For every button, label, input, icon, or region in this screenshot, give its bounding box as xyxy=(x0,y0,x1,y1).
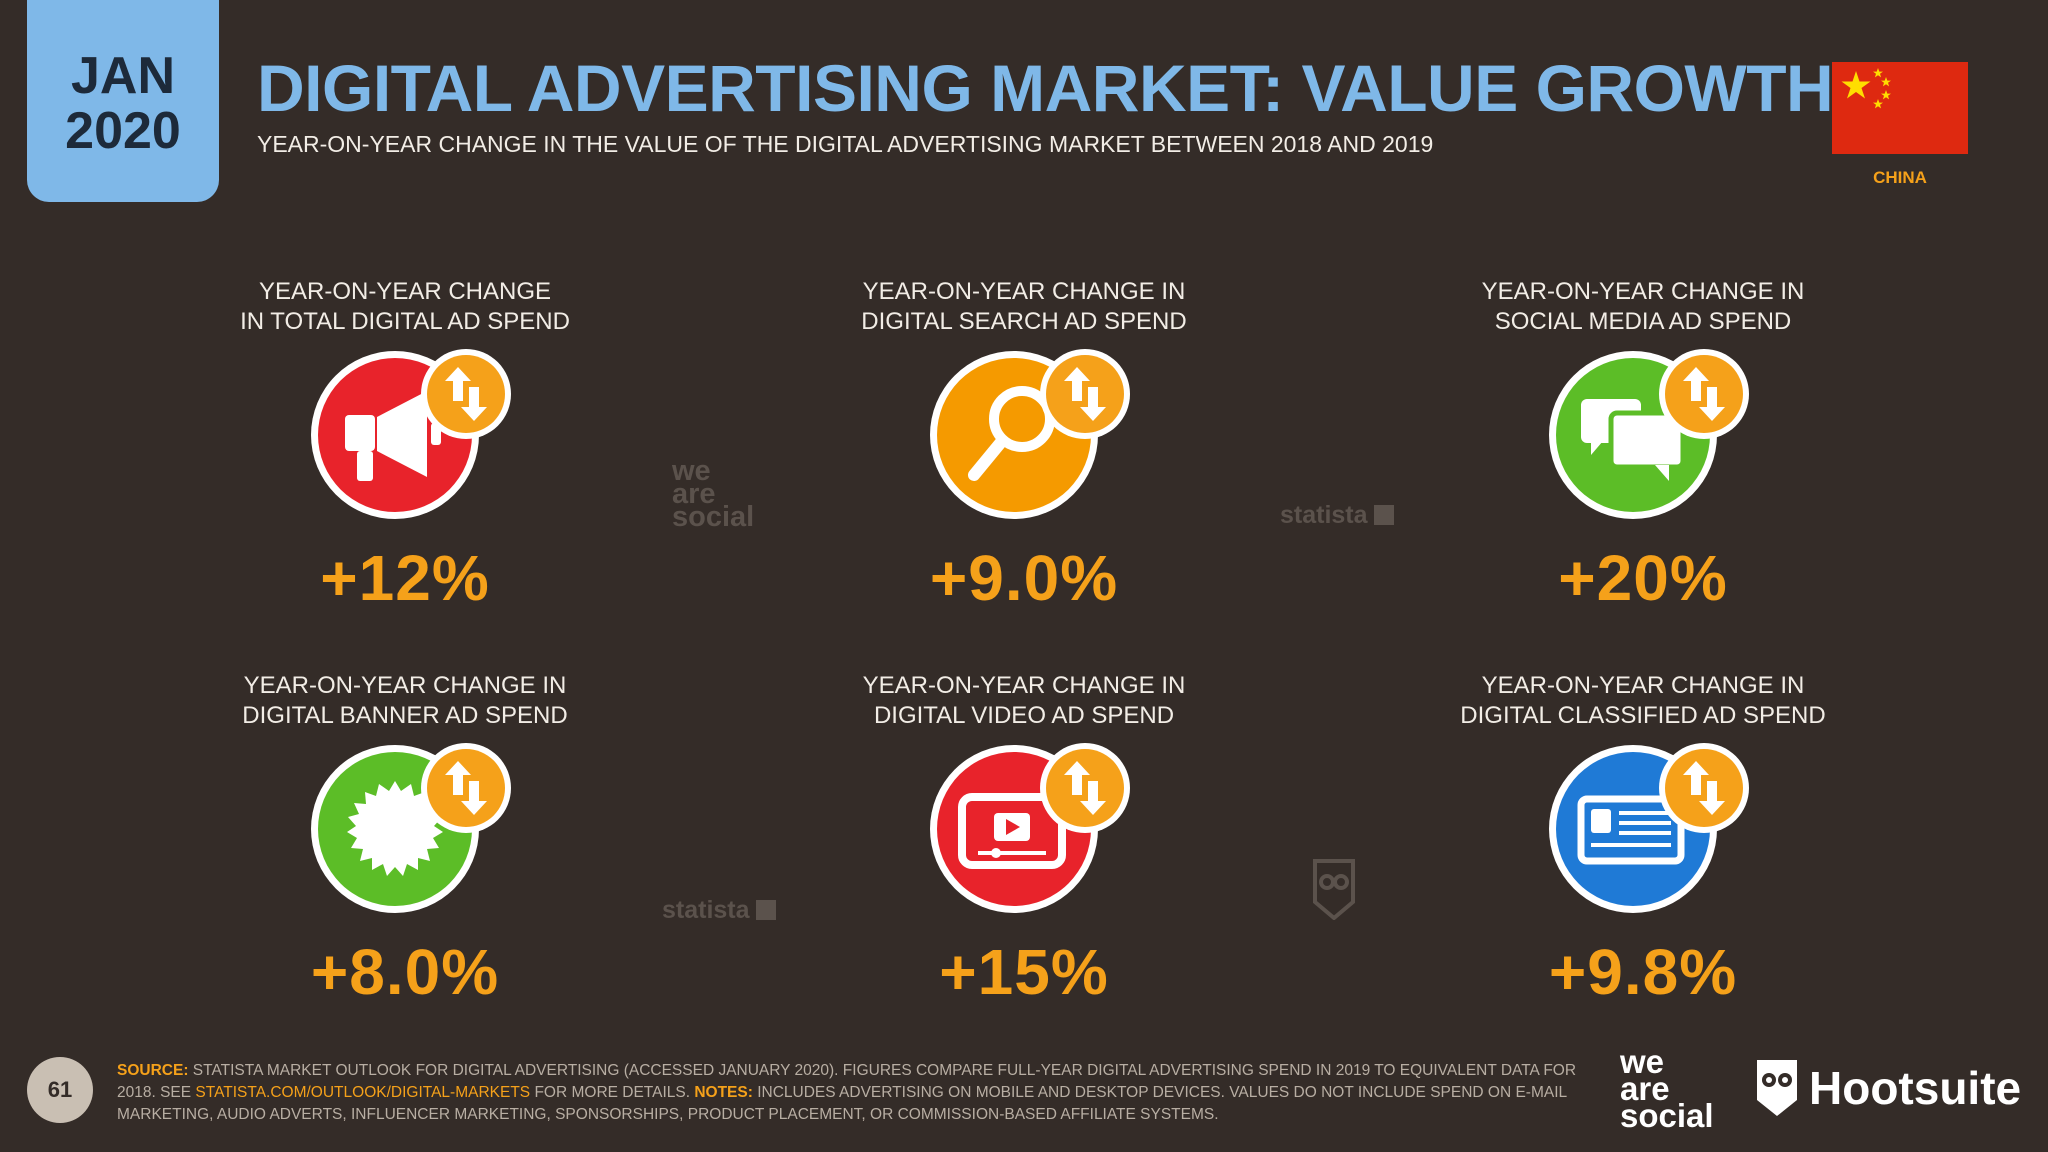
source-text: STATISTA MARKET OUTLOOK FOR DIGITAL ADVE… xyxy=(117,1062,1577,1101)
watermark-word: we xyxy=(672,455,711,487)
page-title: DIGITAL ADVERTISING MARKET: VALUE GROWTH xyxy=(257,51,1834,125)
date-tab: JAN 2020 xyxy=(27,0,219,202)
card-label: YEAR-ON-YEAR CHANGE IN DIGITAL BANNER AD… xyxy=(242,672,568,729)
card-video: YEAR-ON-YEAR CHANGE IN DIGITAL VIDEO AD … xyxy=(814,671,1234,1009)
card-label: YEAR-ON-YEAR CHANGE IN SOCIAL MEDIA AD S… xyxy=(1481,278,1805,335)
card-social-media: YEAR-ON-YEAR CHANGE IN SOCIAL MEDIA AD S… xyxy=(1433,277,1853,615)
card-search: YEAR-ON-YEAR CHANGE IN DIGITAL SEARCH AD… xyxy=(814,277,1234,615)
card-total-digital: YEAR-ON-YEAR CHANGE IN TOTAL DIGITAL AD … xyxy=(195,277,615,615)
owl-icon xyxy=(1757,1060,1797,1116)
card-label: YEAR-ON-YEAR CHANGE IN DIGITAL CLASSIFIE… xyxy=(1460,672,1826,729)
date-month: JAN xyxy=(70,47,176,106)
up-down-arrows-icon xyxy=(1659,743,1749,833)
wearesocial-logo: we are social xyxy=(1620,1043,1714,1134)
notes-label: NOTES: xyxy=(694,1084,753,1101)
wearesocial-watermark: we are social xyxy=(672,455,755,533)
up-down-arrows-icon xyxy=(421,349,511,439)
up-down-arrows-icon xyxy=(1040,743,1130,833)
page-subtitle: YEAR-ON-YEAR CHANGE IN THE VALUE OF THE … xyxy=(257,131,1434,157)
statista-watermark: statista xyxy=(662,896,776,925)
card-value: +15% xyxy=(939,936,1109,1008)
country-label: CHINA xyxy=(1873,168,1927,187)
hootsuite-wordmark: Hootsuite xyxy=(1809,1062,2022,1114)
card-banner: YEAR-ON-YEAR CHANGE IN DIGITAL BANNER AD… xyxy=(195,671,615,1009)
card-value: +20% xyxy=(1558,542,1728,614)
watermark-text: statista xyxy=(662,896,750,924)
notes-text: INCLUDES ADVERTISING ON MOBILE AND DESKT… xyxy=(117,1084,1567,1123)
date-year: 2020 xyxy=(65,102,181,160)
source-link[interactable]: STATISTA.COM/OUTLOOK/DIGITAL-MARKETS xyxy=(195,1084,531,1101)
card-label: YEAR-ON-YEAR CHANGE IN DIGITAL SEARCH AD… xyxy=(861,278,1187,335)
up-down-arrows-icon xyxy=(1659,349,1749,439)
up-down-arrows-icon xyxy=(421,743,511,833)
card-value: +8.0% xyxy=(310,936,500,1008)
source-mid-text: FOR MORE DETAILS. xyxy=(530,1084,695,1101)
owl-watermark-icon xyxy=(1313,859,1355,920)
statista-mark-icon xyxy=(755,900,776,920)
card-label: YEAR-ON-YEAR CHANGE IN DIGITAL VIDEO AD … xyxy=(862,672,1186,729)
china-flag-icon xyxy=(1832,62,1968,154)
up-down-arrows-icon xyxy=(1040,349,1130,439)
logo-word: we xyxy=(1620,1043,1665,1080)
statista-mark-icon xyxy=(1373,505,1394,525)
watermark-word: social xyxy=(672,501,755,533)
card-value: +9.0% xyxy=(929,542,1119,614)
source-label: SOURCE: xyxy=(117,1062,189,1079)
card-value: +9.8% xyxy=(1548,936,1738,1008)
card-classified: YEAR-ON-YEAR CHANGE IN DIGITAL CLASSIFIE… xyxy=(1433,671,1853,1009)
statista-watermark: statista xyxy=(1280,501,1394,530)
card-label: YEAR-ON-YEAR CHANGE IN TOTAL DIGITAL AD … xyxy=(240,278,570,335)
logo-word: social xyxy=(1620,1097,1714,1134)
watermark-word: are xyxy=(672,478,716,510)
watermark-text: statista xyxy=(1280,501,1368,529)
footer-notes: SOURCE: STATISTA MARKET OUTLOOK FOR DIGI… xyxy=(117,1060,1597,1126)
hootsuite-logo: Hootsuite xyxy=(1755,1058,2021,1118)
card-value: +12% xyxy=(320,542,490,614)
page-number: 61 xyxy=(27,1057,93,1123)
logo-word: are xyxy=(1620,1070,1670,1107)
